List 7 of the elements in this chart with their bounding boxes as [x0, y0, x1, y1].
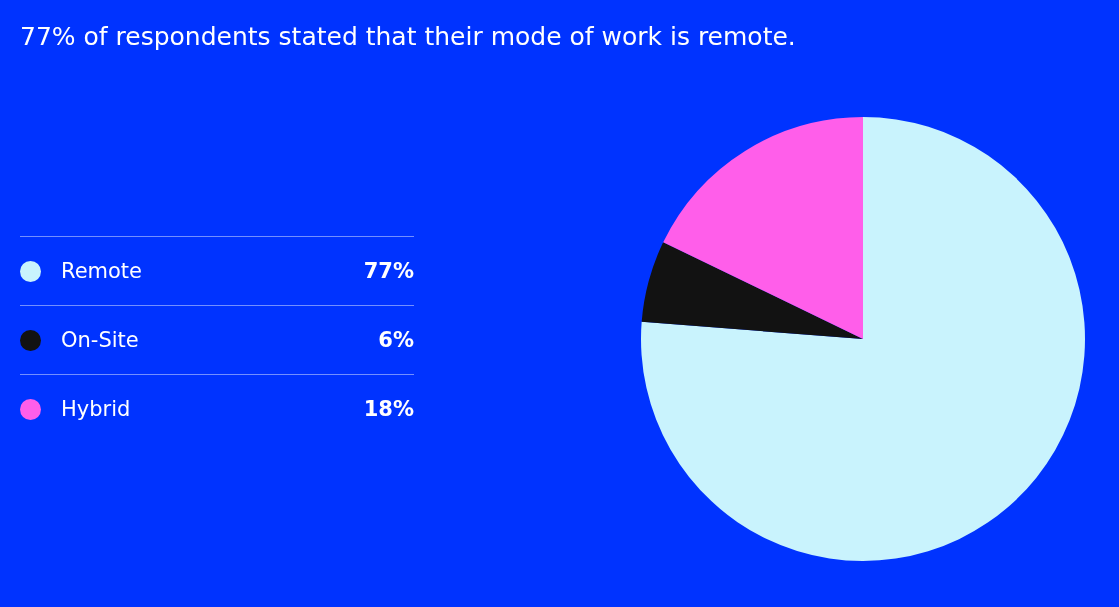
data-label: 77%: [363, 259, 414, 283]
legend-label: Hybrid: [61, 397, 132, 421]
chart-title: 77% of respondents stated that their mode of work is remote.: [20, 22, 796, 51]
data-label: 18%: [363, 397, 414, 421]
legend-label: Remote: [61, 259, 144, 283]
data-label: 6%: [378, 328, 414, 352]
legend-label: On-Site: [61, 328, 140, 352]
